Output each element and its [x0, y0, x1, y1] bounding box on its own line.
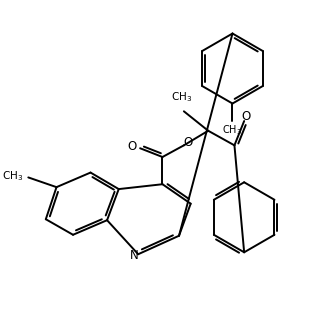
Text: O: O	[128, 140, 137, 153]
Text: O: O	[242, 110, 251, 123]
Text: N: N	[130, 249, 139, 262]
Text: CH$_3$: CH$_3$	[2, 170, 23, 183]
Text: O: O	[183, 136, 192, 149]
Text: CH$_3$: CH$_3$	[222, 123, 243, 137]
Text: CH$_3$: CH$_3$	[171, 90, 193, 104]
